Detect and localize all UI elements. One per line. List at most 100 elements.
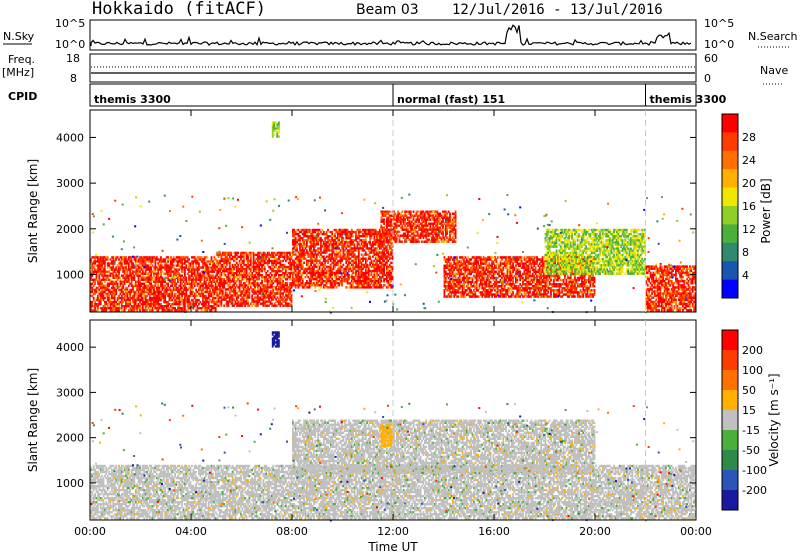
nsky-strip: N.Sky 10^5 10^0 N.Search 10^5 10^0 xyxy=(3,17,798,51)
echo-cell xyxy=(134,309,136,311)
echo-cell xyxy=(135,256,137,258)
echo-cell xyxy=(206,256,208,258)
echo-cell xyxy=(107,258,109,260)
echo-cell xyxy=(194,256,196,258)
echo-cell xyxy=(181,275,183,277)
nave-label: Nave xyxy=(760,64,788,77)
echo-cell xyxy=(139,309,141,311)
rti-plot: Hokkaido (fitACF) Beam 03 12/Jul/2016 - … xyxy=(0,0,800,554)
echo-cell xyxy=(201,256,203,258)
station-title: Hokkaido (fitACF) xyxy=(92,0,266,19)
echo-cell xyxy=(215,309,217,311)
echo-cell xyxy=(229,262,231,264)
echo-cell xyxy=(226,264,228,266)
echo-cell xyxy=(205,295,207,297)
freq-tick-bottom: 8 xyxy=(70,72,77,85)
cpid-segment-label: themis 3300 xyxy=(650,93,727,106)
echo-cell xyxy=(146,309,148,311)
nsky-tick-top: 10^5 xyxy=(55,17,85,30)
echo-cell xyxy=(157,309,159,311)
echo-cell xyxy=(100,303,102,305)
echo-cell xyxy=(170,256,172,258)
echo-cell xyxy=(204,275,206,277)
echo-cell xyxy=(187,309,189,311)
echo-cell xyxy=(129,301,131,303)
echo-cell xyxy=(94,283,96,285)
echo-cell xyxy=(211,256,213,258)
echo-cell xyxy=(213,271,215,273)
echo-cell xyxy=(101,283,103,285)
echo-cell xyxy=(118,275,120,277)
echo-cell xyxy=(205,283,207,285)
echo-cell xyxy=(100,301,102,303)
echo-cell xyxy=(132,262,134,264)
cpid-segment-label: themis 3300 xyxy=(94,93,171,106)
echo-cell xyxy=(221,276,223,278)
echo-cell xyxy=(118,309,120,311)
echo-cell xyxy=(173,256,175,258)
cpid-segment-label: normal (fast) 151 xyxy=(397,93,505,106)
echo-cell xyxy=(104,297,106,299)
nsearch-tick-bottom: 10^0 xyxy=(704,38,734,51)
echo-cell xyxy=(171,309,173,311)
nsearch-label: N.Search xyxy=(748,30,798,43)
echo-cell xyxy=(115,258,117,260)
echo-cell xyxy=(184,275,186,277)
echo-cell xyxy=(145,262,147,264)
echo-cell xyxy=(150,268,152,270)
echo-cell xyxy=(129,295,131,297)
echo-cell xyxy=(152,309,154,311)
nsearch-tick-top: 10^5 xyxy=(704,17,734,30)
echo-cell xyxy=(142,307,144,309)
echo-cell xyxy=(107,256,109,258)
freq-tick-top: 18 xyxy=(66,52,80,65)
nsky-label: N.Sky xyxy=(3,30,35,43)
echo-cell xyxy=(184,307,186,309)
echo-cell xyxy=(170,275,172,277)
echo-cell xyxy=(96,291,98,293)
echo-cell xyxy=(108,285,110,287)
freq-strip: Freq. [MHz] 18 8 Nave 60 0 xyxy=(2,52,788,85)
nave-tick-bottom: 0 xyxy=(704,72,711,85)
echo-cell xyxy=(213,256,215,258)
echo-cell xyxy=(136,309,138,311)
echo-cell xyxy=(117,283,119,285)
echo-cell xyxy=(132,289,134,291)
echo-cell xyxy=(112,256,114,258)
nave-tick-top: 60 xyxy=(704,52,718,65)
echo-cell xyxy=(93,285,95,287)
echo-cell xyxy=(228,305,230,307)
echo-cell xyxy=(160,256,162,258)
echo-cell xyxy=(97,307,99,309)
echo-cell xyxy=(104,268,106,270)
echo-cell xyxy=(221,305,223,307)
echo-cell xyxy=(195,289,197,291)
echo-cell xyxy=(156,256,158,258)
echo-cell xyxy=(105,309,107,311)
beam-label: Beam 03 xyxy=(356,2,419,18)
echo-cell xyxy=(150,283,152,285)
echo-cell xyxy=(198,262,200,264)
date-range: 12/Jul/2016 - 13/Jul/2016 xyxy=(452,2,663,18)
cpid-label: CPID xyxy=(8,90,37,103)
echo-cell xyxy=(125,256,127,258)
echo-cell xyxy=(124,309,126,311)
echo-cell xyxy=(159,289,161,291)
echo-cell xyxy=(201,309,203,311)
echo-cell xyxy=(174,307,176,309)
freq-label: Freq. xyxy=(8,53,35,66)
echo-cell xyxy=(117,256,119,258)
echo-cell xyxy=(213,262,215,264)
echo-cell xyxy=(187,256,189,258)
echo-cell xyxy=(155,262,157,264)
echo-cell xyxy=(211,309,213,311)
echo-cell xyxy=(206,309,208,311)
echo-cell xyxy=(104,262,106,264)
freq-unit: [MHz] xyxy=(2,66,34,79)
echo-cell xyxy=(197,309,199,311)
echo-cell xyxy=(199,301,201,303)
echo-cell xyxy=(153,289,155,291)
echo-cell xyxy=(128,285,130,287)
nsky-tick-bottom: 10^0 xyxy=(55,38,85,51)
